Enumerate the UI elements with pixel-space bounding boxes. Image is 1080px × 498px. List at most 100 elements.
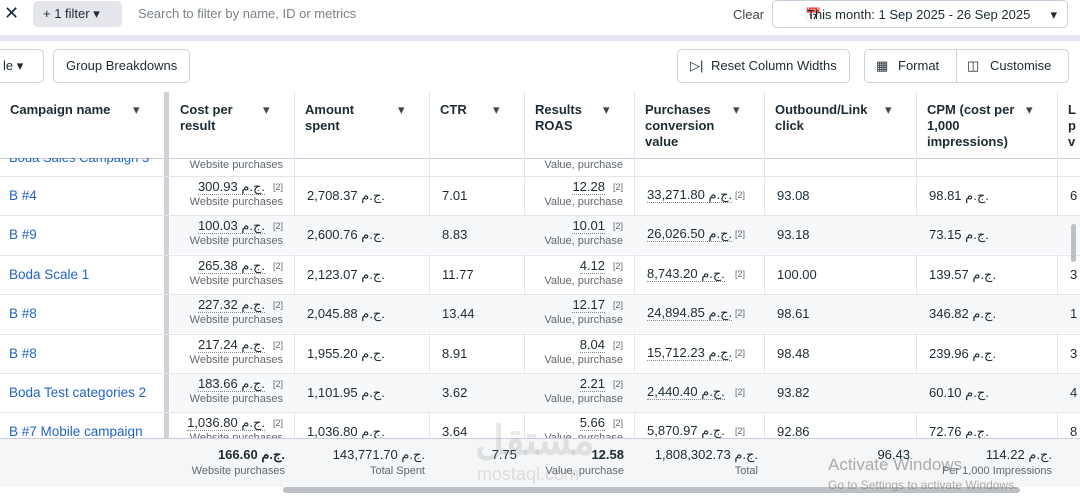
cell-roas: 4.12 (579, 257, 605, 274)
close-icon[interactable]: ✕ (4, 3, 20, 23)
table-body: Boda Sales Campaign 3 Website purchases Va… (0, 158, 1080, 438)
search-input[interactable]: Search to filter by name, ID or metrics (138, 6, 357, 21)
total-note: Website purchases (191, 465, 285, 477)
table-footer: 166.60 ج.م. Website purchases 143,771.70 ج… (0, 438, 1080, 487)
table-header: Campaign name ▾ Cost per result ▾ Amount spe… (0, 92, 1080, 159)
cell-amount: 2,708.37 ج.م. (307, 188, 385, 203)
metric-note: Website purchases (189, 235, 283, 248)
cell-purchases: 33,271.80 ج.م. (647, 187, 733, 203)
total-note: Total Spent (369, 465, 425, 477)
format-button[interactable]: ▦ Format (864, 49, 1069, 83)
v-scrollbar[interactable] (1071, 224, 1076, 262)
column-header: Purchases conversion value (645, 102, 715, 149)
cell-roas: 12.28 (572, 179, 605, 195)
cell-roas: 2.21 (579, 376, 605, 392)
total-note: Per 1,000 Impressions (941, 465, 1052, 477)
count-badge: [2] (273, 379, 284, 389)
cell-outbound: 98.61 (777, 306, 810, 322)
count-badge: [2] (613, 260, 624, 271)
column-divider (1057, 92, 1058, 158)
metric-note: Value, purchase (544, 393, 623, 405)
cell-ctr: 3.64 (442, 424, 468, 438)
count-badge: [2] (735, 308, 746, 319)
total-purchases: 1,808,302.73 ج.م. (654, 447, 758, 462)
metric-note: Value, purchase (544, 159, 623, 171)
cell-extra: 1 (1070, 306, 1078, 322)
total-roas: 12.58 (591, 447, 624, 462)
column-header: Outbound/Link click (775, 102, 868, 133)
view-label: le (3, 58, 14, 73)
total-note: Total (734, 465, 758, 477)
cell-amount: 1,036.80 ج.م. (307, 424, 385, 438)
column-divider (164, 92, 169, 158)
metric-note: Value, purchase (544, 196, 623, 208)
metric-note: Value, purchase (544, 314, 623, 327)
cell-roas: 10.01 (572, 218, 605, 235)
count-badge: [2] (613, 339, 624, 350)
sort-menu: ▾ (733, 102, 740, 117)
h-scrollbar[interactable] (283, 487, 1020, 493)
metric-note: Website purchases (189, 196, 283, 208)
date-picker[interactable]: 📅 This month: 1 Sep 2025 - 26 Sep 2025 ▾ (772, 0, 1068, 28)
campaign-name: B #8 (9, 306, 37, 322)
campaign-name: B #7 Mobile campaign (9, 424, 143, 438)
divider (0, 35, 1080, 41)
activate-subtitle: Go to Settings to activate Windows. (828, 478, 1018, 492)
row-line (0, 176, 1080, 177)
column-header: L p v (1068, 102, 1076, 149)
metric-note: Website purchases (189, 314, 283, 327)
cell-outbound: 93.08 (777, 188, 810, 203)
cell-extra: 6 (1070, 188, 1078, 203)
metric-note: Value, purchase (544, 274, 623, 287)
reset-label: Reset Column Widths (711, 58, 837, 73)
cell-roas: 12.17 (572, 297, 605, 314)
sort-menu: ▾ (493, 102, 500, 117)
metric-note: Website purchases (189, 353, 283, 366)
cell-purchases: 8,743.20 ج.م. (647, 265, 725, 282)
view-button[interactable]: le ▾ (0, 49, 44, 83)
cell-amount: 2,600.76 ج.م. (307, 227, 385, 243)
cell-amount: 1,955.20 ج.م. (307, 345, 385, 361)
campaign-name: B #8 (9, 345, 37, 361)
cell-cpm: 72.76 ج.م. (929, 424, 989, 438)
total-cost: 166.60 ج.م. (217, 447, 285, 462)
cell-cost: 227.32 ج.م. (197, 297, 265, 314)
sort-menu: ▾ (133, 102, 140, 117)
count-badge: [2] (735, 426, 746, 437)
campaign-name: Boda Sales Campaign 3 (9, 158, 149, 165)
group-breakdowns[interactable]: Group Breakdowns (53, 49, 191, 83)
cell-cpm: 60.10 ج.م. (929, 385, 989, 400)
metric-note: Value, purchase (544, 235, 623, 248)
cell-ctr: 7.01 (442, 188, 468, 203)
column-header: Amount spent (305, 102, 355, 133)
column-header: CPM (cost per 1,000 impressions) (927, 102, 1015, 149)
count-badge: [2] (273, 418, 284, 429)
campaign-name: B #9 (9, 227, 37, 243)
cell-cost: 265.38 ج.م. (197, 257, 265, 274)
row-bg (170, 295, 1080, 334)
total-cpm: 114.22 ج.م. (985, 447, 1052, 462)
cell-ctr: 13.44 (442, 306, 475, 322)
cell-outbound: 92.86 (777, 424, 810, 438)
cell-extra: 3 (1070, 345, 1078, 361)
cell-purchases: 26,026.50 ج.م. (647, 226, 733, 243)
count-badge: [2] (735, 268, 746, 279)
cell-cpm: 239.96 ج.م. (929, 345, 997, 361)
cell-outbound: 93.82 (777, 385, 810, 400)
sort-menu: ▾ (885, 102, 892, 117)
top-bar: ✕ + 1 filter ▾ Search to filter by name,… (0, 0, 1080, 37)
sort-menu: ▾ (398, 102, 405, 117)
filter-chip[interactable]: + 1 filter ▾ (33, 1, 122, 27)
count-badge: [2] (735, 190, 746, 200)
clear-button[interactable]: Clear (733, 7, 765, 22)
customise-button[interactable]: ◫ Customise (956, 50, 1051, 82)
row-line (0, 333, 1080, 335)
reset-widths[interactable]: ▷| Reset Column Widths (677, 49, 850, 83)
count-badge: [2] (613, 182, 624, 192)
row-bg (170, 374, 1080, 412)
row-line (0, 294, 1080, 296)
cell-cost: 1,036.80 ج.م. (187, 415, 265, 432)
count-badge: [2] (273, 221, 284, 232)
customise-label: Customise (990, 58, 1052, 73)
metric-note: Value, purchase (544, 353, 623, 366)
